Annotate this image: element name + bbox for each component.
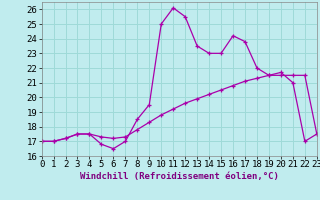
X-axis label: Windchill (Refroidissement éolien,°C): Windchill (Refroidissement éolien,°C) xyxy=(80,172,279,181)
